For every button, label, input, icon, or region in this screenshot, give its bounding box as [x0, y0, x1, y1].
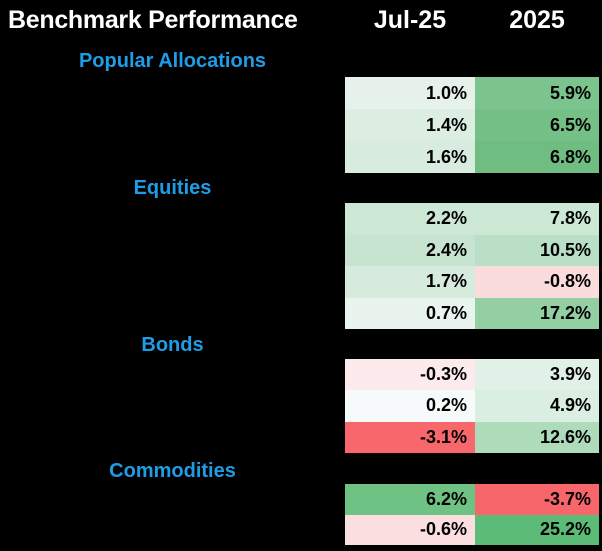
cell-jul-25-value: 0.2% — [345, 390, 475, 422]
cell-jul-25-value: 1.4% — [345, 109, 475, 141]
cell-jul-25-value: 1.7% — [345, 266, 475, 298]
section-rows-popular-allocations: 1.0% 5.9% 1.4% 6.5% 1.6% 6.8% — [345, 77, 599, 173]
table-row: 1.7% -0.8% — [345, 266, 599, 298]
cell-jul-25-value: -3.1% — [345, 421, 475, 453]
section-label-commodities: Commodities — [109, 460, 236, 482]
cell-jul-25-value: 0.7% — [345, 297, 475, 329]
table-row: 1.6% 6.8% — [345, 141, 599, 173]
section-rows-commodities: 6.2% -3.7% -0.6% 25.2% — [345, 484, 599, 545]
cell-jul-25-value: 6.2% — [345, 484, 475, 515]
table-row: 0.2% 4.9% — [345, 390, 599, 422]
cell-jul-25-value: -0.3% — [345, 359, 475, 391]
table-row: 6.2% -3.7% — [345, 484, 599, 515]
section-label-popular-allocations: Popular Allocations — [78, 50, 267, 72]
table-row: -0.6% 25.2% — [345, 514, 599, 545]
table-row: 0.7% 17.2% — [345, 297, 599, 329]
section-label-bonds: Bonds — [141, 334, 204, 356]
table-row: 1.0% 5.9% — [345, 77, 599, 109]
table-row: 2.4% 10.5% — [345, 234, 599, 266]
cell-jul-25-value: 2.2% — [345, 203, 475, 235]
cell-2025-value: 6.8% — [475, 141, 599, 173]
cell-2025-value: -3.7% — [475, 484, 599, 515]
cell-jul-25-value: -0.6% — [345, 514, 475, 545]
section-rows-equities: 2.2% 7.8% 2.4% 10.5% 1.7% -0.8% 0.7% 17.2% — [345, 203, 599, 329]
cell-2025-value: 4.9% — [475, 390, 599, 422]
cell-2025-value: 10.5% — [475, 234, 599, 266]
cell-2025-value: 5.9% — [475, 77, 599, 109]
cell-2025-value: 6.5% — [475, 109, 599, 141]
section-label-equities: Equities — [133, 177, 212, 199]
cell-2025-value: 3.9% — [475, 359, 599, 391]
cell-2025-value: 17.2% — [475, 297, 599, 329]
table-row: 1.4% 6.5% — [345, 109, 599, 141]
column-header-jul-25: Jul-25 — [373, 6, 447, 34]
table-row: -3.1% 12.6% — [345, 421, 599, 453]
cell-jul-25-value: 1.6% — [345, 141, 475, 173]
table-row: -0.3% 3.9% — [345, 359, 599, 391]
cell-jul-25-value: 1.0% — [345, 77, 475, 109]
cell-2025-value: 12.6% — [475, 421, 599, 453]
section-rows-bonds: -0.3% 3.9% 0.2% 4.9% -3.1% 12.6% — [345, 359, 599, 453]
cell-2025-value: 7.8% — [475, 203, 599, 235]
cell-2025-value: -0.8% — [475, 266, 599, 298]
page-title: Benchmark Performance — [8, 6, 298, 34]
cell-2025-value: 25.2% — [475, 514, 599, 545]
column-header-2025: 2025 — [509, 6, 565, 34]
cell-jul-25-value: 2.4% — [345, 234, 475, 266]
table-row: 2.2% 7.8% — [345, 203, 599, 235]
